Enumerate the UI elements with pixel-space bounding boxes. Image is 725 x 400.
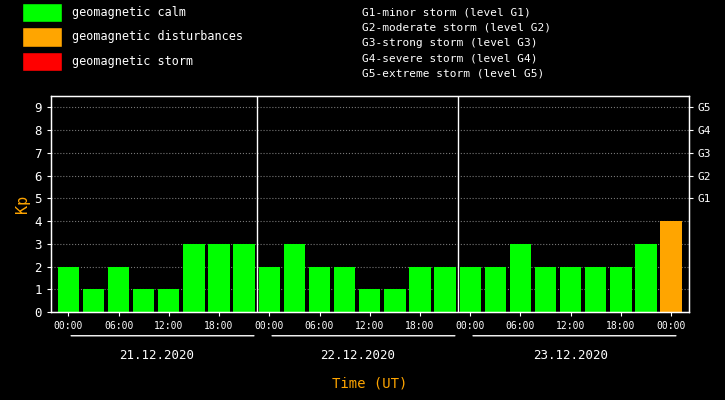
Text: geomagnetic storm: geomagnetic storm (72, 55, 194, 68)
Bar (259, 266, 280, 312)
Bar (660, 221, 682, 312)
Bar (58, 266, 79, 312)
Text: 23.12.2020: 23.12.2020 (533, 349, 608, 362)
Bar (183, 244, 204, 312)
Text: geomagnetic disturbances: geomagnetic disturbances (72, 30, 244, 44)
Bar (510, 244, 531, 312)
Text: 21.12.2020: 21.12.2020 (119, 349, 194, 362)
Text: G5-extreme storm (level G5): G5-extreme storm (level G5) (362, 69, 544, 79)
Text: geomagnetic calm: geomagnetic calm (72, 6, 186, 19)
Text: G3-strong storm (level G3): G3-strong storm (level G3) (362, 38, 538, 48)
Bar (233, 244, 254, 312)
Bar (585, 266, 607, 312)
FancyBboxPatch shape (22, 52, 62, 71)
Bar (485, 266, 506, 312)
FancyBboxPatch shape (22, 27, 62, 47)
Bar (133, 289, 154, 312)
Text: G1-minor storm (level G1): G1-minor storm (level G1) (362, 7, 531, 17)
Bar (208, 244, 230, 312)
Bar (535, 266, 556, 312)
Bar (384, 289, 405, 312)
Bar (283, 244, 305, 312)
Bar (334, 266, 355, 312)
Bar (635, 244, 657, 312)
Bar (158, 289, 180, 312)
Bar (610, 266, 631, 312)
Bar (410, 266, 431, 312)
Text: G2-moderate storm (level G2): G2-moderate storm (level G2) (362, 22, 552, 32)
Bar (83, 289, 104, 312)
Bar (560, 266, 581, 312)
Bar (460, 266, 481, 312)
Bar (108, 266, 129, 312)
Bar (359, 289, 381, 312)
Bar (309, 266, 330, 312)
Y-axis label: Kp: Kp (15, 195, 30, 213)
Text: G4-severe storm (level G4): G4-severe storm (level G4) (362, 53, 538, 63)
Text: 22.12.2020: 22.12.2020 (320, 349, 394, 362)
Text: Time (UT): Time (UT) (332, 377, 407, 391)
FancyBboxPatch shape (22, 3, 62, 22)
Bar (434, 266, 456, 312)
